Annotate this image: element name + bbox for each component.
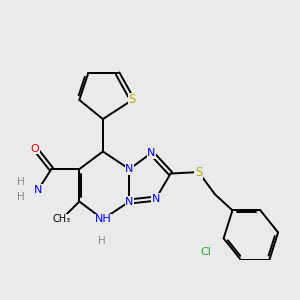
Text: S: S — [195, 166, 202, 178]
Text: S: S — [129, 93, 136, 106]
Text: N: N — [147, 148, 156, 158]
Text: NH: NH — [94, 214, 111, 224]
Text: Cl: Cl — [200, 247, 211, 256]
Text: O: O — [31, 143, 40, 154]
Text: N: N — [125, 164, 134, 174]
Text: H: H — [98, 236, 105, 246]
Text: N: N — [125, 196, 134, 206]
Text: CH₃: CH₃ — [52, 214, 71, 224]
Text: N: N — [34, 185, 42, 195]
Text: H: H — [16, 177, 24, 188]
Text: H: H — [16, 192, 24, 202]
Text: N: N — [152, 194, 160, 204]
